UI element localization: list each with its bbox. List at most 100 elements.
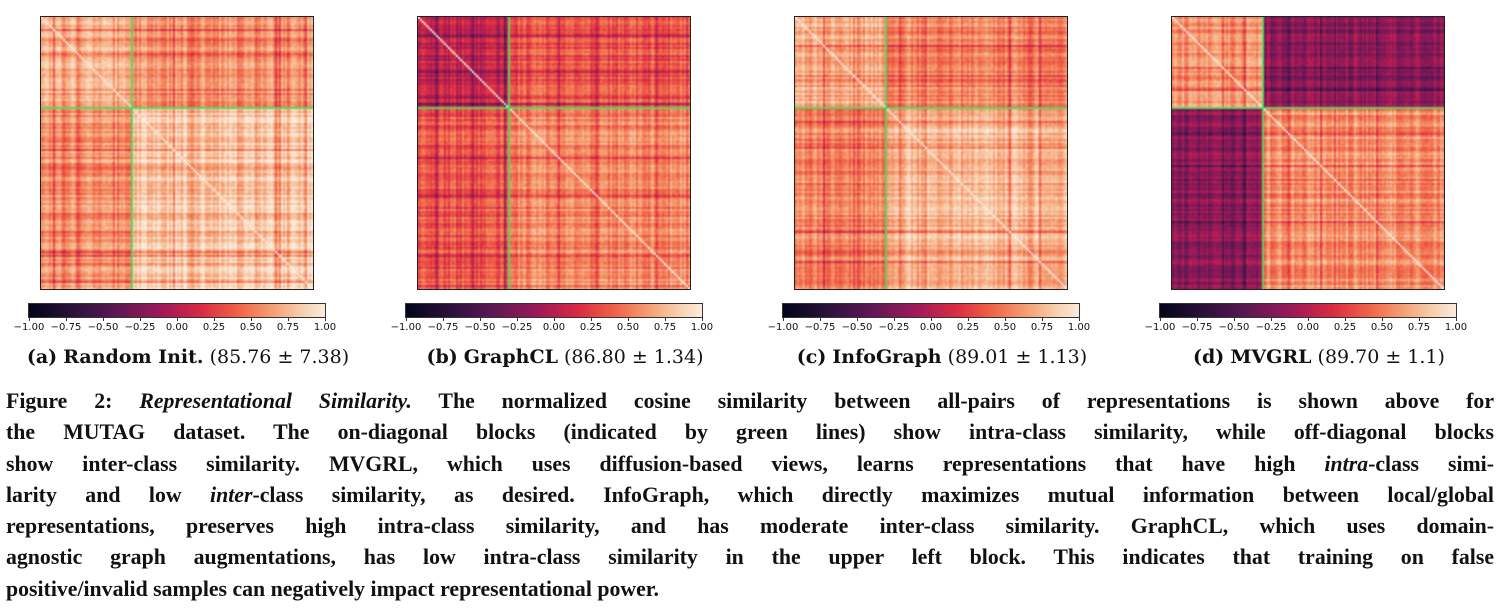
- colorbar-tick-label: −0.50: [464, 322, 496, 333]
- colorbar-b: [405, 303, 703, 318]
- subcaption-label-c: (c): [796, 346, 827, 368]
- colorbar-tick-label: 0.75: [1030, 322, 1054, 333]
- colorbar-tick-label: 0.75: [653, 322, 677, 333]
- subcaption-score-a: (85.76 ± 7.38): [209, 346, 350, 368]
- colorbar-tick-label: 1.00: [1067, 322, 1091, 333]
- caption-line-1: Figure 2: Representational Similarity. T…: [6, 386, 1494, 417]
- colorbar-tick-label: −0.25: [878, 322, 910, 333]
- caption-emph-intra: intra: [1324, 451, 1369, 476]
- subcaption-b: (b) GraphCL (86.80 ± 1.34): [377, 346, 753, 368]
- heatmap-canvas-a: [41, 17, 313, 289]
- colorbar-c: [782, 303, 1080, 318]
- subcaption-label-d: (d): [1193, 346, 1225, 368]
- heatmap-a: [40, 16, 314, 290]
- panel-c: −1.00 −0.75 −0.50 −0.25 0.00 0.25 0.50 0.75 1.00…: [754, 0, 1130, 380]
- caption-line-7: positive/invalid samples can negatively …: [6, 576, 659, 601]
- subcaption-method-b: GraphCL: [463, 346, 558, 368]
- colorbar-tickmark: [894, 317, 895, 321]
- colorbar-tick-label: −1.00: [1144, 322, 1176, 333]
- caption-text-1: The normalized cosine similarity between…: [411, 389, 1495, 413]
- subcaption-label-a: (a): [26, 346, 58, 368]
- caption-line-5: representations, preserves high intra-cl…: [6, 514, 1494, 539]
- subcaption-method-d: MVGRL: [1230, 346, 1312, 368]
- colorbar-tickmark: [1042, 317, 1043, 321]
- heatmap-c: [794, 16, 1068, 290]
- heatmap-b: [417, 16, 691, 290]
- colorbar-tickmark: [820, 317, 821, 321]
- colorbar-d: [1159, 303, 1457, 318]
- colorbar-tickmark: [517, 317, 518, 321]
- caption-line-3: show inter-class similarity. MVGRL, whic…: [6, 449, 1494, 480]
- subcaption-label-b: (b): [426, 346, 458, 368]
- colorbar-tickmark: [1079, 317, 1080, 321]
- colorbar-tick-label: −1.00: [767, 322, 799, 333]
- colorbar-tick-label: 0.25: [956, 322, 980, 333]
- colorbar-tickmark: [783, 317, 784, 321]
- subcaption-score-b: (86.80 ± 1.34): [563, 346, 704, 368]
- colorbar-canvas-a: [29, 304, 325, 317]
- colorbar-tickmark: [480, 317, 481, 321]
- colorbar-tick-label: −0.50: [841, 322, 873, 333]
- subcaption-score-d: (89.70 ± 1.1): [1317, 346, 1445, 368]
- colorbar-tickmark: [214, 317, 215, 321]
- colorbar-tickmark: [1345, 317, 1346, 321]
- heatmap-canvas-b: [418, 17, 690, 289]
- colorbar-canvas-b: [406, 304, 702, 317]
- colorbar-tickmark: [591, 317, 592, 321]
- caption-line-6: agnostic graph augmentations, has low in…: [6, 545, 1494, 570]
- caption-figure-number: Figure 2:: [6, 389, 140, 413]
- panel-d: −1.00 −0.75 −0.50 −0.25 0.00 0.25 0.50 0.75 1.00…: [1131, 0, 1504, 380]
- colorbar-tickmark: [1197, 317, 1198, 321]
- caption-text-3a: show inter-class similarity. MVGRL, whic…: [6, 451, 1325, 476]
- subcaption-method-a: Random Init.: [63, 346, 204, 368]
- colorbar-tickmark: [251, 317, 252, 321]
- colorbar-tick-label: 0.75: [1407, 322, 1431, 333]
- heatmap-canvas-d: [1172, 17, 1444, 289]
- colorbar-tick-label: −0.75: [1181, 322, 1213, 333]
- colorbar-tick-label: 1.00: [690, 322, 714, 333]
- colorbar-tickmark: [1234, 317, 1235, 321]
- colorbar-tick-label: 0.50: [239, 322, 263, 333]
- subcaption-method-c: InfoGraph: [832, 346, 942, 368]
- colorbar-tickmark: [443, 317, 444, 321]
- colorbar-tick-label: 0.00: [542, 322, 566, 333]
- colorbar-tickmark: [29, 317, 30, 321]
- colorbar-tick-label: 1.00: [1444, 322, 1468, 333]
- subcaption-score-c: (89.01 ± 1.13): [947, 346, 1088, 368]
- colorbar-tickmark: [288, 317, 289, 321]
- caption-emph-inter: inter: [210, 482, 253, 507]
- colorbar-tickmark: [66, 317, 67, 321]
- caption-text-4a: larity and low: [6, 482, 211, 507]
- colorbar-tick-label: 0.25: [579, 322, 603, 333]
- colorbar-tick-label: 0.25: [202, 322, 226, 333]
- colorbar-tickmark: [1456, 317, 1457, 321]
- caption-line-2: the MUTAG dataset. The on-diagonal block…: [6, 420, 1494, 445]
- colorbar-tickmark: [665, 317, 666, 321]
- subcaption-d: (d) MVGRL (89.70 ± 1.1): [1131, 346, 1504, 368]
- subcaption-c: (c) InfoGraph (89.01 ± 1.13): [754, 346, 1130, 368]
- caption-line-4: larity and low inter-class similarity, a…: [6, 480, 1494, 511]
- colorbar-tick-label: −0.75: [804, 322, 836, 333]
- colorbar-tick-label: −1.00: [13, 322, 45, 333]
- colorbar-tickmark: [1308, 317, 1309, 321]
- colorbar-tickmark: [1005, 317, 1006, 321]
- caption-title: Representational Similarity.: [139, 389, 412, 413]
- colorbar-canvas-d: [1160, 304, 1456, 317]
- colorbar-tickmark: [325, 317, 326, 321]
- panel-b: −1.00 −0.75 −0.50 −0.25 0.00 0.25 0.50 0.75 1.00…: [377, 0, 753, 380]
- colorbar-tickmark: [857, 317, 858, 321]
- colorbar-a: [28, 303, 326, 318]
- caption-text-3c: -class simi-: [1368, 451, 1494, 476]
- colorbar-tick-label: 0.00: [165, 322, 189, 333]
- colorbar-tickmark: [931, 317, 932, 321]
- colorbar-tickmark: [702, 317, 703, 321]
- colorbar-tickmark: [103, 317, 104, 321]
- colorbar-tick-label: −0.25: [1255, 322, 1287, 333]
- panel-a: −1.00 −0.75 −0.50 −0.25 0.00 0.25 0.50 0.75 1.00…: [0, 0, 376, 380]
- colorbar-tickmark: [968, 317, 969, 321]
- figure-caption: Figure 2: Representational Similarity. T…: [6, 386, 1494, 605]
- colorbar-tick-label: 1.00: [313, 322, 337, 333]
- colorbar-tickmark: [1419, 317, 1420, 321]
- colorbar-canvas-c: [783, 304, 1079, 317]
- colorbar-tick-label: −1.00: [390, 322, 422, 333]
